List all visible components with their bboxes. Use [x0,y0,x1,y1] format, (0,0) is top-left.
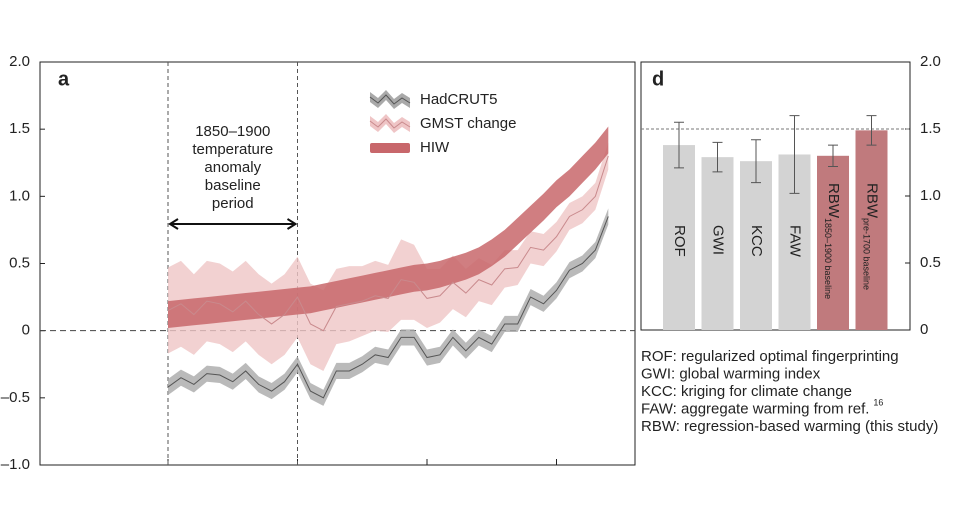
annotation: period [212,195,254,212]
bar-label: KCC [748,225,765,257]
bar-label: ROF [671,225,688,257]
y-tick-label: 1.0 [9,187,30,204]
note: ROF: regularized optimal fingerprinting [641,348,899,365]
series-line [167,216,609,399]
note: KCC: kriging for climate change [641,383,852,400]
error-bar [712,141,723,173]
bar [817,155,849,330]
bar-label-subscript: pre-1700 baseline [861,218,871,290]
bar-label: FAW [787,225,804,258]
bar-label-text: FAW [787,225,804,258]
error-bar [789,115,800,194]
bar-label: GWI [710,225,727,255]
bar-label: RBWpre-1700 baseline [861,183,880,290]
bar [663,145,695,330]
error-bar [751,139,761,184]
y-tick-label: 0.5 [920,254,941,271]
series-line [167,155,609,332]
y-tick-label: 0 [920,321,928,338]
note-text: FAW: aggregate warming from ref. [641,400,869,417]
panel-label: d [652,68,664,90]
legend-label: HadCRUT5 [420,91,498,108]
bar-label-text: GWI [710,225,727,255]
legend-line [369,118,411,129]
legend-line [369,94,411,105]
annotation: baseline [205,177,261,194]
note: GWI: global warming index [641,365,821,382]
note-text: RBW: regression-based warming (this stud… [641,418,938,435]
y-tick-label: 2.0 [9,53,30,70]
y-tick-label: 1.5 [920,120,941,137]
y-tick-label: 1.0 [920,187,941,204]
bar-label: RBW1850–1900 baseline [823,183,842,299]
annotation: 1850–1900 [195,123,270,140]
legend-swatch [370,143,410,153]
y-tick-label: –0.5 [1,389,30,406]
note: RBW: regression-based warming (this stud… [641,418,938,435]
y-tick-label: 1.5 [9,120,30,137]
bar-label-text: RBW [864,183,881,219]
bar [701,157,734,330]
panel-label: a [58,68,70,90]
uncertainty-band [168,126,609,328]
bar-label-text: RBW [825,183,842,219]
legend-label: GMST change [420,115,516,132]
error-bar [674,121,684,169]
note-text: ROF: regularized optimal fingerprinting [641,348,899,365]
bar-label-subscript: 1850–1900 baseline [823,218,833,299]
bar-label-text: KCC [748,225,765,257]
bar-label-text: ROF [671,225,688,257]
legend-label: HIW [420,139,450,156]
note-text: KCC: kriging for climate change [641,383,852,400]
y-tick-label: 0 [22,322,30,339]
note-ref: 16 [873,398,883,408]
error-bar [866,115,877,146]
bar [855,130,888,330]
note-text: GWI: global warming index [641,365,821,382]
annotation: temperature [192,141,273,158]
error-bar [828,144,838,168]
annotation: anomaly [204,159,261,176]
y-tick-label: 2.0 [920,53,941,70]
bar [740,161,772,330]
note: FAW: aggregate warming from ref. 16 [641,398,883,418]
y-tick-label: 0.5 [9,254,30,271]
y-tick-label: –1.0 [1,456,30,473]
annotation-arrow [168,218,298,230]
